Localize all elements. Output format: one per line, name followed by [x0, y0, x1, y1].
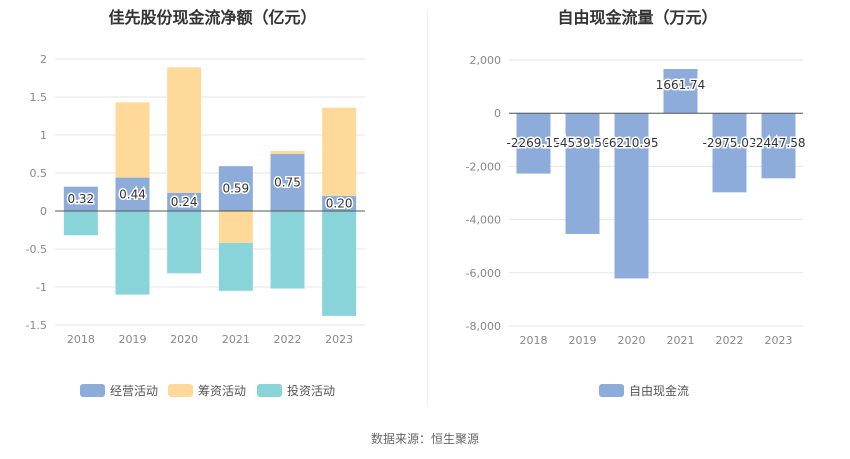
operating-data-label: 0.75	[274, 176, 301, 190]
bar-investing	[218, 242, 253, 291]
x-tick-label: 2022	[716, 334, 744, 347]
bar-free-cash-flow	[565, 113, 600, 234]
free-cash-flow-chart-panel: 自由现金流量（万元） 2,000 0 -2,000 -4,000 -6,000 -8,00…	[425, 0, 850, 459]
y-tick-label: 0.5	[30, 167, 48, 180]
bar-free-cash-flow	[614, 113, 649, 279]
y-tick-label: -0.5	[26, 243, 47, 256]
free-cash-flow-chart-title: 自由现金流量（万元）	[557, 8, 718, 27]
operating-data-label: 0.44	[119, 187, 146, 201]
operating-data-label: 0.24	[171, 195, 198, 209]
bar-investing	[322, 211, 357, 316]
operating-data-label: 0.59	[222, 182, 249, 196]
x-tick-label: 2020	[618, 334, 646, 347]
y-tick-label: -1.5	[26, 319, 47, 332]
bar-financing	[218, 211, 253, 243]
bar-investing	[167, 211, 202, 274]
legend-swatch	[80, 384, 105, 397]
operating-data-label: 0.20	[326, 196, 353, 210]
x-tick-label: 2022	[274, 333, 302, 346]
free-cash-flow-data-label: -2447.58	[752, 136, 806, 150]
panel-divider	[427, 10, 428, 406]
y-tick-label: 0	[40, 205, 47, 218]
bar-operating	[218, 166, 253, 211]
free-cash-flow-data-label: -6210.95	[605, 136, 659, 150]
bar-operating	[270, 154, 305, 211]
x-tick-label: 2021	[667, 334, 695, 347]
bar-financing	[115, 102, 150, 178]
y-tick-label: 2,000	[470, 54, 502, 67]
bar-operating	[63, 186, 98, 211]
x-tick-label: 2019	[119, 333, 147, 346]
bar-financing	[270, 150, 305, 154]
bar-investing	[115, 211, 150, 295]
free-cash-flow-data-label: -4539.56	[556, 136, 610, 150]
bar-financing	[322, 107, 357, 196]
y-tick-label: 2	[40, 53, 47, 66]
x-tick-label: 2018	[520, 334, 548, 347]
cash-flow-chart-title: 佳先股份现金流净额（亿元）	[108, 8, 317, 27]
x-tick-label: 2018	[67, 333, 95, 346]
bar-investing	[270, 211, 305, 289]
x-tick-label: 2023	[325, 333, 353, 346]
legend-label: 自由现金流	[629, 383, 689, 398]
legend-label: 投资活动	[287, 383, 335, 398]
y-tick-label: -6,000	[466, 267, 501, 280]
x-tick-label: 2021	[222, 333, 250, 346]
bar-free-cash-flow	[712, 113, 747, 193]
x-tick-label: 2023	[765, 334, 793, 347]
bar-free-cash-flow	[663, 68, 698, 114]
bar-investing	[63, 211, 98, 236]
legend-label: 筹资活动	[198, 384, 246, 398]
bar-free-cash-flow	[516, 113, 551, 174]
legend-swatch	[599, 384, 624, 397]
bar-operating	[167, 192, 202, 211]
data-source-footer: 数据来源：恒生聚源	[370, 432, 479, 446]
legend-label: 经营活动	[110, 384, 158, 398]
bar-financing	[167, 67, 202, 193]
bar-operating	[115, 177, 150, 211]
y-tick-label: -4,000	[466, 214, 501, 227]
y-tick-label: 1	[40, 129, 47, 142]
legend-swatch	[257, 384, 282, 397]
free-cash-flow-data-label: 1661.74	[656, 78, 706, 92]
x-tick-label: 2020	[170, 333, 198, 346]
free-cash-flow-chart: 2,000 0 -2,000 -4,000 -6,000 -8,000 2018 2019 20…	[466, 54, 807, 398]
y-tick-label: -1	[36, 281, 47, 294]
y-tick-label: -8,000	[466, 320, 501, 333]
free-cash-flow-data-label: -2975.03	[703, 136, 757, 150]
y-tick-label: 1.5	[30, 91, 48, 104]
free-cash-flow-data-label: -2269.15	[507, 136, 561, 150]
cash-flow-chart-panel: 佳先股份现金流净额（亿元） 2 1.5 1 0.5 0 -0.5 -1 -1.5 2018 201…	[26, 8, 365, 398]
bar-operating	[322, 195, 357, 211]
x-tick-label: 2019	[569, 334, 597, 347]
legend-swatch	[168, 384, 193, 397]
operating-data-label: 0.32	[67, 192, 94, 206]
y-tick-label: -2,000	[466, 160, 501, 173]
y-tick-label: 0	[494, 107, 501, 120]
bar-free-cash-flow	[761, 113, 796, 179]
cash-flow-chart: 2 1.5 1 0.5 0 -0.5 -1 -1.5 2018 2019 2020 2021 2022 2…	[26, 53, 365, 398]
